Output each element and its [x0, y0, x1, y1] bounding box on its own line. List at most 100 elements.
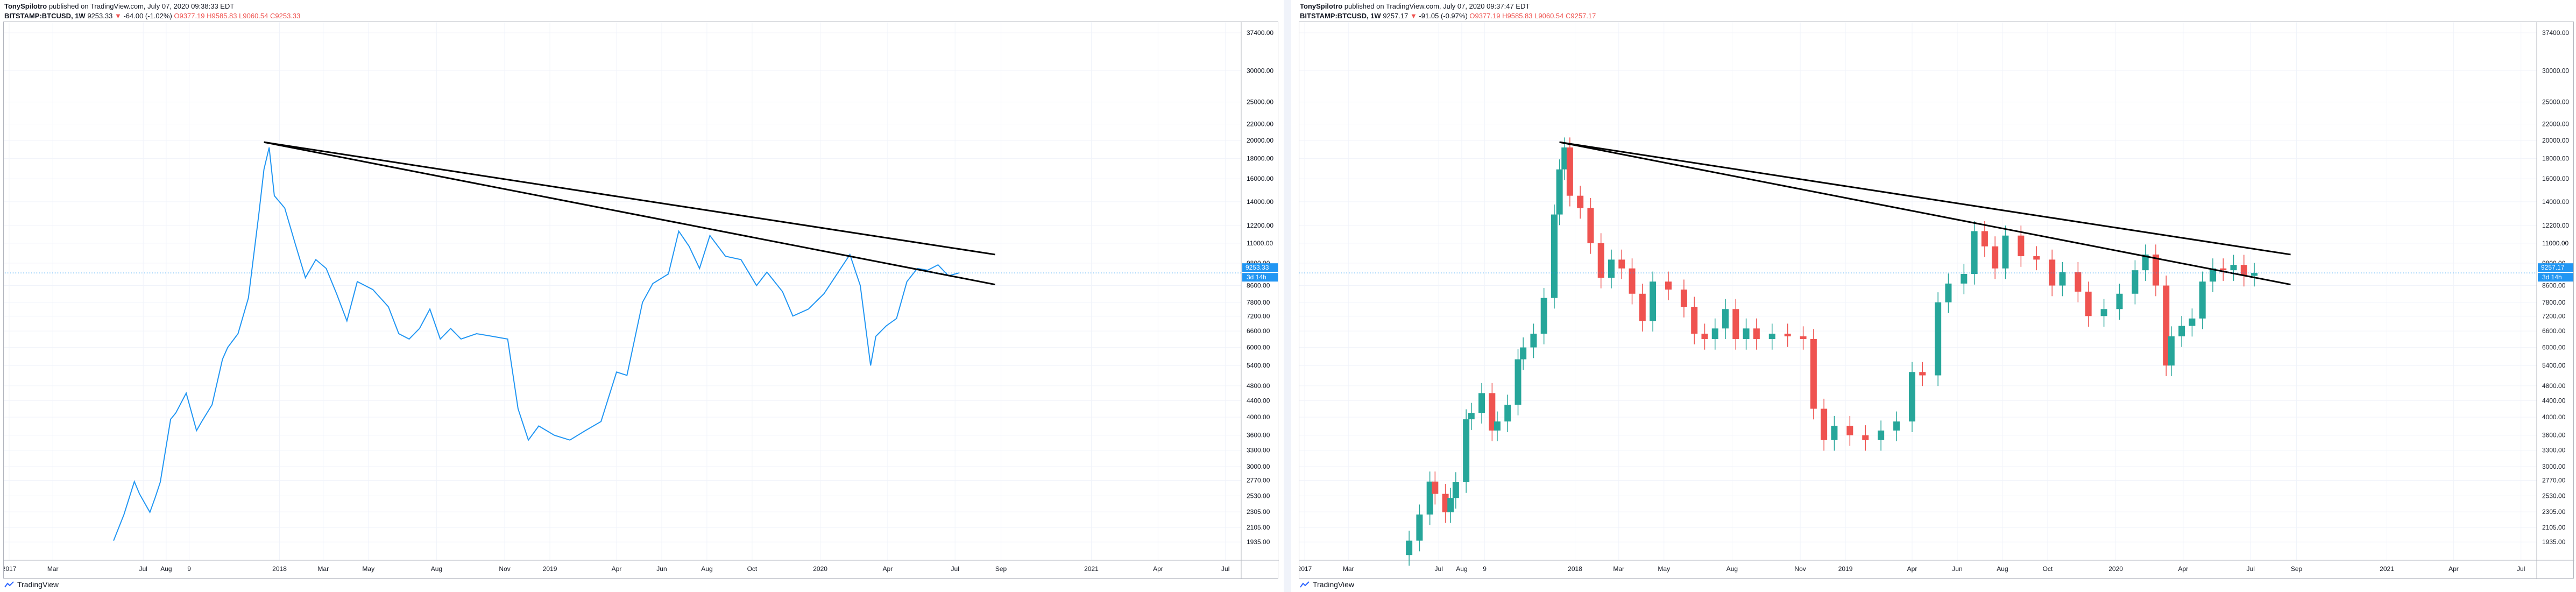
y-tick-label: 11000.00	[1247, 239, 1273, 247]
author-name[interactable]: TonySpilotro	[1300, 2, 1343, 10]
candle-body	[1442, 494, 1449, 512]
candle-body	[1608, 259, 1615, 278]
candle-body	[2251, 273, 2258, 276]
x-tick-label: Apr	[2178, 565, 2189, 573]
candle-body	[1665, 281, 1672, 290]
y-tick-label: 22000.00	[1247, 121, 1273, 128]
x-tick-label: 2018	[272, 565, 287, 573]
y-tick-label: 3000.00	[2542, 463, 2566, 470]
y-tick-label: 4400.00	[1247, 397, 1270, 405]
x-tick-label: Apr	[883, 565, 893, 573]
last-price-label: 9257.17	[2541, 264, 2565, 271]
x-tick-label: Apr	[1153, 565, 1163, 573]
y-tick-label: 12200.00	[1247, 222, 1273, 229]
y-tick-label: 16000.00	[1247, 175, 1273, 182]
x-tick-label: 2017	[1299, 565, 1312, 573]
countdown-label: 3d 14h	[2542, 273, 2562, 281]
candle-body	[1520, 347, 1527, 360]
ohlc-open: O9377.19	[174, 12, 205, 20]
candle-body	[1768, 333, 1775, 339]
x-tick-label: Sep	[995, 565, 1007, 573]
ohlc-high: H9585.83	[207, 12, 237, 20]
x-tick-label: Aug	[701, 565, 712, 573]
y-tick-label: 3300.00	[2542, 447, 2566, 454]
y-tick-label: 3600.00	[1247, 432, 1270, 439]
countdown-tag	[2538, 273, 2573, 282]
candle-body	[2049, 259, 2056, 286]
x-tick-label: Mar	[1613, 565, 1624, 573]
candle-body	[1831, 426, 1838, 440]
ohlc-close: C9253.33	[270, 12, 301, 20]
y-tick-label: 7200.00	[1247, 312, 1270, 320]
candle-body	[1800, 336, 1807, 339]
footer-brand[interactable]: TradingView	[17, 580, 59, 589]
candle-body	[1540, 298, 1547, 334]
candle-body	[2033, 256, 2040, 260]
symbol-label: BITSTAMP:BTCUSD, 1W	[4, 12, 86, 20]
last-price: 9257.17	[1383, 12, 1409, 20]
candle-body	[1597, 243, 1604, 278]
candle-body	[1618, 259, 1625, 269]
footer-brand[interactable]: TradingView	[1313, 580, 1355, 589]
x-tick-label: Jul	[2247, 565, 2255, 573]
x-tick-label: Apr	[2448, 565, 2459, 573]
candle-body	[1489, 393, 1496, 431]
candle-body	[1416, 515, 1423, 541]
candle-body	[1743, 328, 1750, 339]
plot-area[interactable]: 37400.00 30000.00 25000.00 22000.00 20000.00…	[1299, 22, 2574, 579]
candle-body	[1406, 540, 1413, 555]
y-tick-label: 2770.00	[1247, 476, 1270, 484]
x-tick-label: Oct	[747, 565, 758, 573]
countdown-tag	[1242, 273, 1278, 282]
x-tick-label: Oct	[2043, 565, 2053, 573]
x-tick-label: Jul	[951, 565, 959, 573]
y-tick-label: 8600.00	[1247, 282, 1270, 290]
candle-body	[1577, 195, 1584, 208]
y-tick-label: 3000.00	[1247, 463, 1270, 470]
candle-body	[2230, 265, 2237, 271]
x-tick-label: Jul	[139, 565, 147, 573]
y-tick-label: 20000.00	[1247, 137, 1273, 144]
x-tick-label: Apr	[612, 565, 622, 573]
x-tick-label: Aug	[1726, 565, 1738, 573]
author-name[interactable]: TonySpilotro	[4, 2, 47, 10]
candle-body	[1468, 413, 1475, 420]
candle-body	[2209, 268, 2216, 282]
candle-body	[1945, 283, 1952, 302]
candle-body	[1432, 481, 1439, 494]
candle-body	[2100, 309, 2107, 316]
y-tick-label: 8600.00	[2542, 282, 2566, 290]
candle-body	[1722, 309, 1729, 329]
price-change: -64.00 (-1.02%)	[123, 12, 172, 20]
trendline	[264, 141, 995, 256]
x-tick-label: Apr	[1907, 565, 1917, 573]
candle-body	[1893, 421, 1900, 431]
plot-area[interactable]: 37400.00 30000.00 25000.00 22000.00 20000.00…	[3, 22, 1279, 579]
candle-body	[1846, 426, 1853, 435]
x-tick-label: 2018	[1568, 565, 1582, 573]
publish-info: published on TradingView.com, July 07, 2…	[1344, 2, 1530, 10]
chart-svg: 37400.00 30000.00 25000.00 22000.00 20000.00…	[1299, 22, 2574, 579]
y-tick-label: 2530.00	[2542, 492, 2566, 499]
y-tick-label: 11000.00	[2542, 239, 2568, 247]
candle-body	[1919, 372, 1926, 376]
x-tick-label: Jul	[2517, 565, 2525, 573]
x-tick-label: 2017	[4, 565, 17, 573]
y-tick-label: 14000.00	[1247, 198, 1273, 206]
candle-body	[1639, 293, 1646, 321]
x-tick-label: 9	[187, 565, 191, 573]
x-tick-label: 2020	[813, 565, 827, 573]
x-tick-label: Mar	[317, 565, 329, 573]
footer: TradingView	[4, 580, 59, 589]
candle-body	[2189, 318, 2196, 326]
y-tick-label: 1935.00	[2542, 538, 2566, 546]
y-tick-label: 4400.00	[2542, 397, 2566, 405]
x-tick-label: 2021	[2380, 565, 2394, 573]
x-tick-label: Jun	[656, 565, 667, 573]
candle-body	[1447, 498, 1454, 512]
y-tick-label: 7800.00	[2542, 299, 2566, 306]
candle-body	[1556, 169, 1563, 215]
candle-body	[1561, 147, 1568, 170]
y-tick-label: 4800.00	[1247, 382, 1270, 390]
tradingview-logo-icon	[4, 581, 14, 588]
